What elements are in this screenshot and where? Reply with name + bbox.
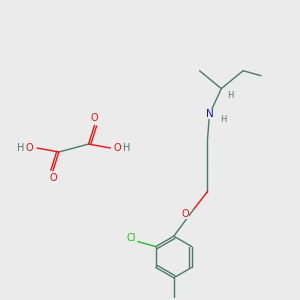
Text: O: O — [91, 113, 98, 123]
Text: H: H — [227, 91, 233, 100]
Text: H: H — [16, 143, 24, 153]
Text: H: H — [220, 115, 226, 124]
Text: O: O — [113, 143, 121, 153]
Text: O: O — [49, 173, 57, 183]
Text: O: O — [182, 209, 190, 219]
Text: H: H — [122, 143, 130, 153]
Text: Cl: Cl — [126, 233, 136, 243]
Text: O: O — [25, 143, 33, 153]
Text: N: N — [206, 109, 213, 119]
